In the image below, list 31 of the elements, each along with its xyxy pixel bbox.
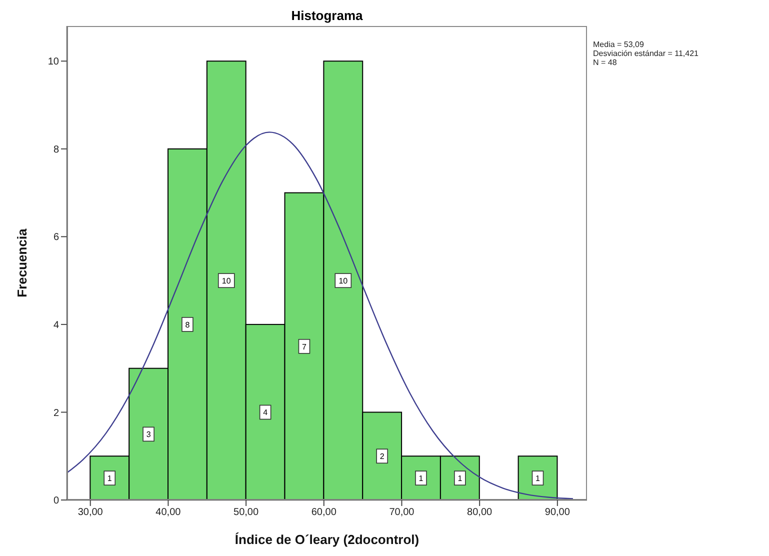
x-tick-label: 30,00 [78,507,104,518]
x-axis-title: Índice de O´leary (2docontrol) [234,532,420,547]
data-label: 10 [338,276,348,286]
y-tick-label: 8 [53,144,60,156]
data-label: 1 [536,474,541,484]
x-tick-label: 50,00 [234,507,259,518]
data-label: 10 [222,276,232,286]
data-label: 7 [302,342,308,352]
y-tick-label: 2 [53,408,60,419]
x-tick-label: 60,00 [311,507,337,518]
data-label: 1 [458,474,463,484]
text: Media = 53,09 [593,40,645,49]
y-tick-label: 6 [53,232,60,244]
text: N = 48 [593,58,618,67]
data-label: 2 [380,452,385,462]
line-series [67,132,574,500]
y-tick-label: 4 [53,320,60,331]
data-label: 1 [107,474,112,484]
x-tick-label: 40,00 [156,507,182,518]
x-tick-label: 70,00 [389,507,415,518]
y-tick-label: 0 [53,496,60,507]
data-label: 4 [263,408,268,418]
text: Desviación estándar = 11,421 [593,49,698,58]
y-tick-label: 10 [48,56,60,68]
data-label: 1 [418,474,424,484]
data-label: 8 [185,320,190,330]
x-tick-label: 90,00 [544,507,570,518]
data-label: 3 [146,430,152,440]
x-tick-label: 80,00 [467,507,493,518]
y-axis-title: Frecuencia [14,228,30,298]
chart-title: Histograma [290,8,364,24]
